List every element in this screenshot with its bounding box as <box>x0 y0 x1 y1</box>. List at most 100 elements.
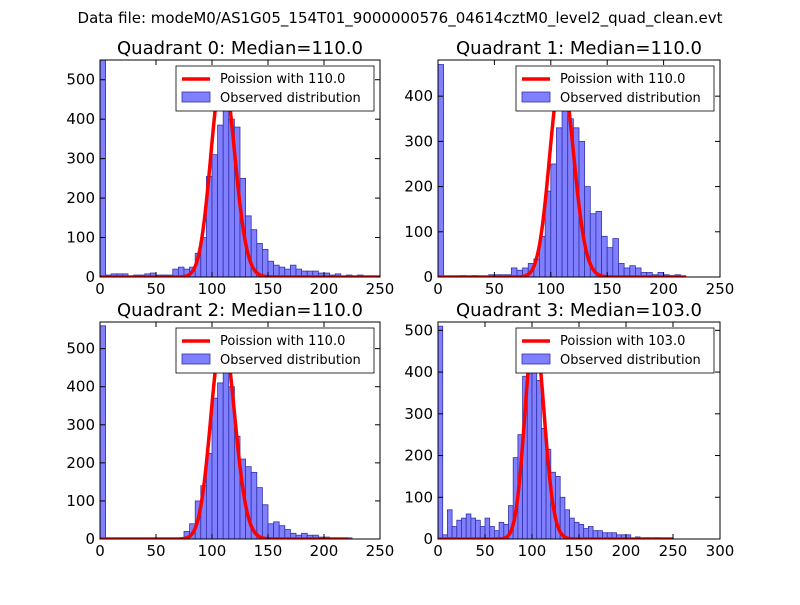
y-tick-label: 300 <box>404 405 433 423</box>
axes-frame <box>99 59 381 278</box>
x-tick-label: 250 <box>659 542 688 560</box>
histogram-bar <box>564 509 571 539</box>
x-tick-label: 300 <box>706 542 735 560</box>
histogram-bar <box>470 517 476 539</box>
legend-label: Poission with 110.0 <box>220 334 345 349</box>
panel-1: Quadrant 1: Median=110.0 0 50 100 150 200 250 0… <box>404 38 734 298</box>
x-tick-label: 200 <box>612 542 641 560</box>
histogram-bar <box>267 260 274 277</box>
histogram-bar <box>278 525 286 539</box>
axes-frame <box>99 321 381 540</box>
histogram-bar <box>211 397 218 539</box>
histogram-bar <box>550 163 557 277</box>
poisson-curve <box>100 70 380 277</box>
histogram-bar <box>556 127 563 277</box>
histogram-bar <box>601 235 608 277</box>
y-tick-label: 400 <box>404 87 433 105</box>
plot-area <box>100 60 380 277</box>
legend-label: Poission with 110.0 <box>220 72 345 87</box>
figure-suptitle: Data file: modeM0/AS1G05_154T01_90000005… <box>78 9 723 28</box>
y-tick-label: 0 <box>423 268 433 286</box>
y-tick-label: 0 <box>85 268 95 286</box>
legend-bar-swatch <box>181 91 211 103</box>
legend-label: Observed distribution <box>560 91 701 106</box>
x-tick-label: 150 <box>254 542 283 560</box>
x-tick-label: 0 <box>95 542 105 560</box>
histogram-bar <box>618 263 625 277</box>
histogram-bar <box>475 519 481 539</box>
histogram-bar <box>261 248 269 277</box>
x-tick-label: 50 <box>146 280 165 298</box>
panel-3: Quadrant 3: Median=103.0 0 50 100 150 200 250 3… <box>404 300 734 560</box>
histogram-bar <box>573 521 580 539</box>
histogram-bar <box>267 523 274 539</box>
x-tick-label: 50 <box>485 280 504 298</box>
poisson-curve <box>438 328 674 539</box>
legend-bar-swatch <box>521 91 551 103</box>
histogram-bar <box>256 487 263 539</box>
y-tick-label: 300 <box>66 150 95 168</box>
legend-label: Observed distribution <box>560 353 701 368</box>
x-tick-label: 250 <box>366 280 395 298</box>
y-tick-label: 400 <box>66 378 95 396</box>
legend-label: Poission with 103.0 <box>560 334 685 349</box>
x-tick-label: 100 <box>536 280 565 298</box>
y-tick-label: 300 <box>66 416 95 434</box>
y-tick-label: 100 <box>66 229 95 247</box>
x-tick-label: 150 <box>254 280 283 298</box>
y-tick-label: 0 <box>423 530 433 548</box>
legend-label: Observed distribution <box>220 91 361 106</box>
legend: Poission with 110.0 Observed distribution <box>175 327 375 374</box>
y-tick-label: 200 <box>66 454 95 472</box>
x-tick-label: 100 <box>198 542 227 560</box>
histogram-bar <box>273 521 280 539</box>
panel-title: Quadrant 1: Median=110.0 <box>456 38 702 59</box>
y-tick-label: 200 <box>404 178 433 196</box>
histogram-bar <box>465 513 472 539</box>
histogram-bar <box>446 509 453 539</box>
y-tick-label: 500 <box>66 71 95 89</box>
x-tick-label: 100 <box>518 542 547 560</box>
histogram-bar <box>612 238 619 277</box>
x-tick-label: 150 <box>565 542 594 560</box>
y-tick-label: 200 <box>404 447 433 465</box>
y-tick-label: 400 <box>404 363 433 381</box>
histogram-bar <box>456 519 462 539</box>
panel-2: Quadrant 2: Median=110.0 0 50 100 150 200 250 0… <box>66 300 394 560</box>
x-tick-label: 200 <box>310 280 339 298</box>
legend-frame <box>175 327 375 374</box>
histogram-bar <box>261 504 269 539</box>
legend-frame <box>515 65 715 112</box>
histogram-bar <box>100 325 106 539</box>
histogram-bar <box>479 526 486 539</box>
x-tick-label: 100 <box>198 280 227 298</box>
legend: Poission with 110.0 Observed distribution <box>175 65 375 112</box>
histogram-bar <box>222 355 230 539</box>
x-tick-label: 0 <box>433 280 443 298</box>
x-tick-label: 150 <box>593 280 622 298</box>
y-tick-label: 100 <box>404 488 433 506</box>
panel-0: Quadrant 0: Median=110.0 0 50 100 150 200 250 0… <box>66 38 394 298</box>
histogram-bar <box>289 264 297 277</box>
histogram-bar <box>211 154 218 277</box>
x-tick-label: 50 <box>146 542 165 560</box>
histogram-bar <box>100 60 106 277</box>
histogram-bar <box>569 517 575 539</box>
histogram-bar <box>438 325 444 539</box>
histogram-bar <box>217 124 224 277</box>
y-tick-label: 0 <box>85 530 95 548</box>
panels: Quadrant 0: Median=110.0 0 50 100 150 200 250 0… <box>66 38 734 560</box>
x-tick-label: 50 <box>475 542 494 560</box>
histogram-bar <box>578 523 585 539</box>
histogram-bar <box>536 380 542 539</box>
y-tick-label: 100 <box>66 492 95 510</box>
histogram-bar <box>595 211 602 277</box>
x-tick-label: 250 <box>366 542 395 560</box>
histogram-bar <box>217 382 224 539</box>
histogram-bar <box>484 517 491 539</box>
legend-bar-swatch <box>181 353 211 365</box>
y-tick-label: 100 <box>404 223 433 241</box>
histogram-bar <box>498 521 505 539</box>
x-tick-label: 250 <box>706 280 735 298</box>
x-tick-label: 200 <box>649 280 678 298</box>
